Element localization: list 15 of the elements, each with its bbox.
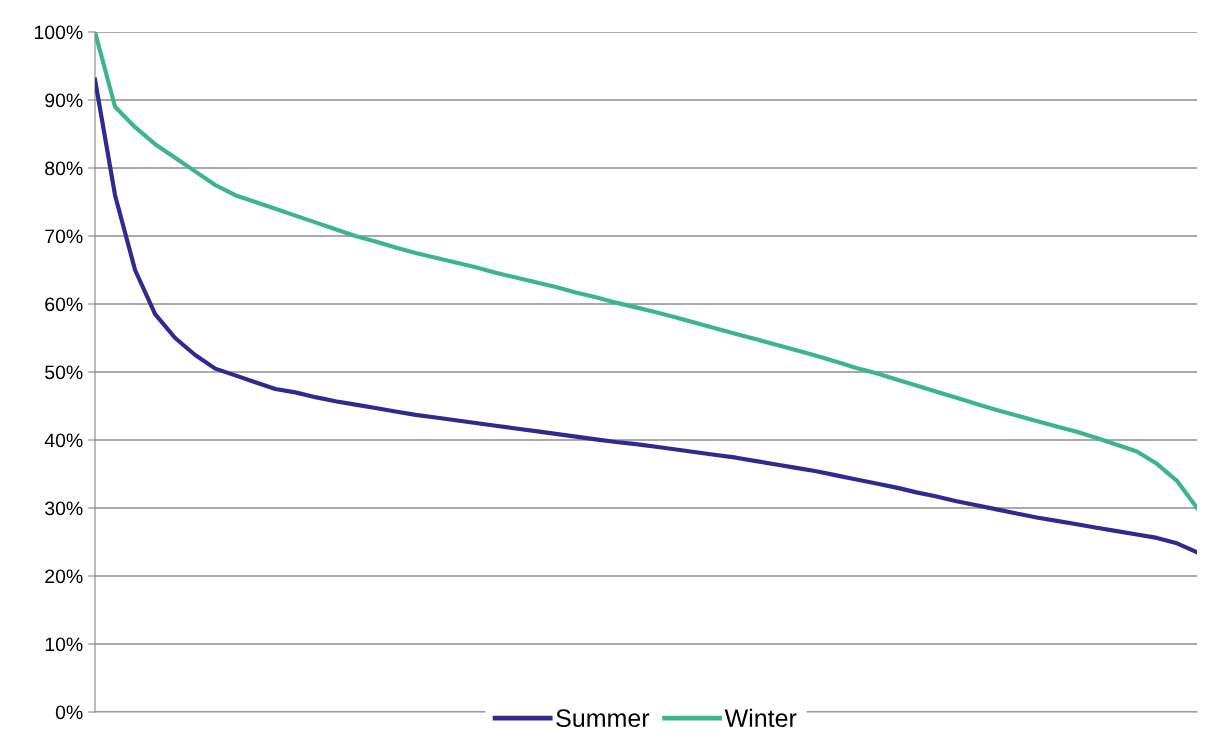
y-tick-label: 70% — [45, 229, 83, 244]
y-tick-label: 50% — [45, 365, 83, 380]
line-series — [95, 77, 1197, 555]
y-tick-label: 40% — [44, 433, 83, 448]
y-tick-label: 80% — [45, 161, 83, 176]
y-tick-label: 60% — [45, 297, 83, 312]
y-tick-label: 30% — [45, 501, 83, 516]
y-tick-label: 0% — [55, 705, 83, 720]
y-tick-label: 100% — [34, 25, 83, 40]
y-tick-label: 10% — [45, 637, 83, 652]
line-series — [95, 32, 1197, 511]
y-tick-label: 20% — [45, 569, 83, 584]
legend-label: Winter — [724, 708, 797, 728]
legend-label: Summer — [556, 709, 650, 728]
y-tick-label: 90% — [45, 93, 83, 108]
